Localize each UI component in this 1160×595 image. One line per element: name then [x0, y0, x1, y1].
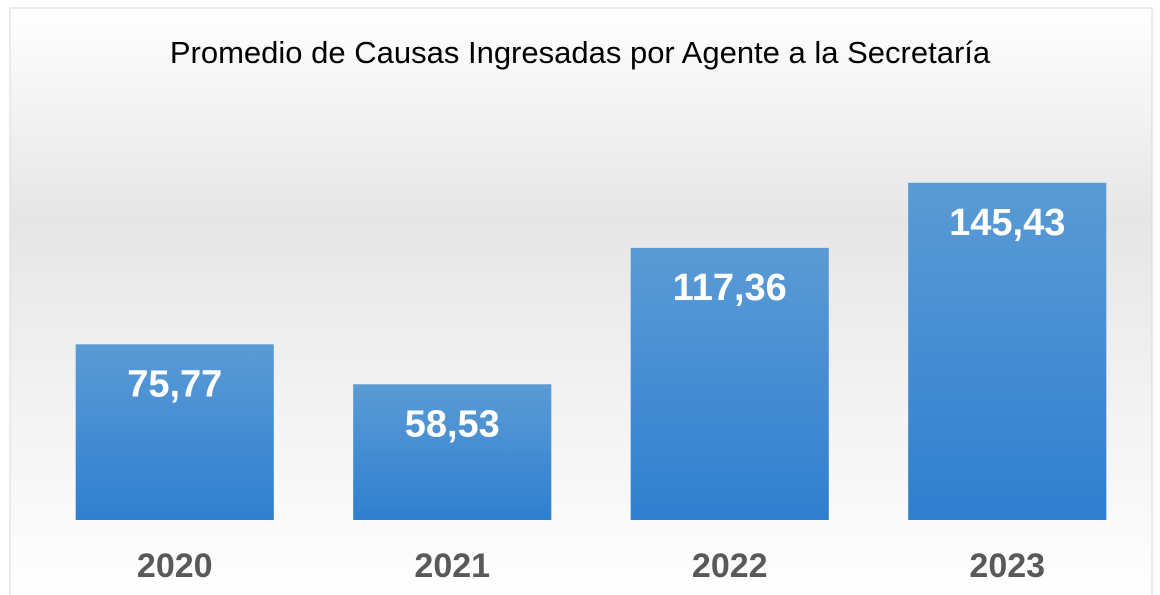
data-label: 75,77 [127, 363, 222, 405]
bar [908, 182, 1107, 521]
bar [75, 344, 274, 520]
bar [630, 247, 829, 520]
data-label: 58,53 [405, 403, 500, 445]
x-tick-label: 2023 [969, 547, 1045, 585]
bar [353, 384, 552, 520]
x-tick-label: 2020 [137, 547, 213, 585]
data-label: 117,36 [673, 267, 787, 309]
x-tick-label: 2022 [692, 547, 768, 585]
data-label: 145,43 [949, 202, 1065, 244]
chart-title: Promedio de Causas Ingresadas por Agente… [169, 35, 991, 70]
x-tick-label: 2021 [414, 547, 490, 585]
